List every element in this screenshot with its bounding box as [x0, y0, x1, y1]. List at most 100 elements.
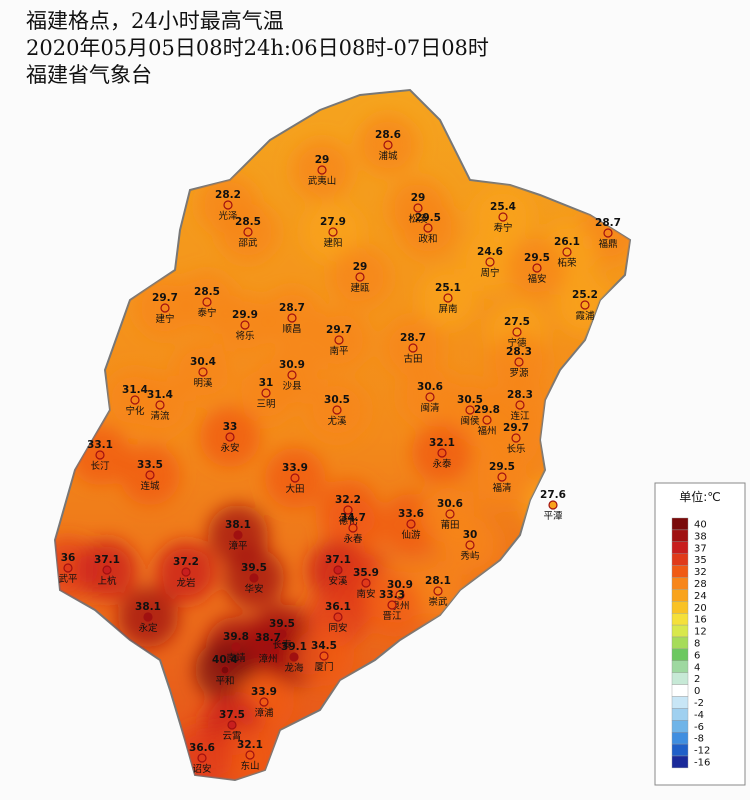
station-name: 漳浦	[254, 707, 274, 719]
station-marker	[580, 300, 590, 310]
station-name: 松溪	[408, 213, 428, 225]
legend-label: 40	[694, 519, 707, 530]
station-value: 31	[259, 377, 274, 389]
station-value: 29.7	[503, 422, 529, 434]
station-value: 28.2	[215, 189, 241, 201]
legend-label: 0	[694, 686, 700, 697]
station-name: 古田	[403, 353, 422, 365]
station-name: 东山	[240, 760, 259, 772]
station-name: 华安	[244, 583, 263, 595]
station-name: 霞浦	[575, 310, 595, 322]
station-value: 29.5	[415, 212, 441, 224]
station-value: 30.6	[417, 381, 443, 393]
station-name: 同安	[328, 622, 347, 634]
station-value: 30.5	[324, 394, 350, 406]
station-value: 28.5	[194, 286, 220, 298]
station-marker	[334, 335, 344, 345]
station-value: 25.4	[490, 201, 516, 213]
legend-label: 35	[694, 555, 707, 566]
station-name: 邵武	[238, 237, 258, 249]
station-marker	[512, 327, 522, 337]
station-value: 38.1	[135, 601, 161, 613]
station-marker	[181, 567, 191, 577]
station-value: 25.2	[572, 289, 598, 301]
station-name: 闽清	[420, 402, 440, 414]
station-value: 37.5	[219, 709, 245, 721]
legend-label: 16	[694, 615, 707, 626]
station-value: 30.4	[190, 356, 216, 368]
legend-label: 12	[694, 627, 707, 638]
station-marker	[515, 400, 525, 410]
legend-label: -16	[694, 757, 710, 768]
legend-box	[654, 482, 746, 786]
station-marker	[443, 293, 453, 303]
station-name: 光泽	[218, 210, 238, 222]
station-marker	[395, 590, 405, 600]
legend-swatch	[671, 541, 689, 554]
legend-label: 32	[694, 567, 707, 578]
station-value: 26.1	[554, 236, 580, 248]
station-name: 连城	[140, 480, 160, 492]
station-marker	[343, 505, 353, 515]
station-name: 莆田	[440, 519, 459, 531]
station-value: 36.6	[189, 742, 215, 754]
station-name: 龙岩	[176, 577, 195, 589]
legend-swatch	[671, 577, 689, 590]
station-value: 33	[223, 421, 238, 433]
station-marker	[437, 448, 447, 458]
stations: 28.6浦城29武夷山28.2光泽28.5邵武27.9建阳29松溪29.5政和2…	[58, 129, 620, 775]
station-marker	[102, 565, 112, 575]
station-marker	[245, 750, 255, 760]
legend: 单位:℃ 4038373532282420161286420-2-4-6-8-1…	[654, 482, 746, 786]
legend-label: -12	[694, 746, 710, 757]
station-value: 28.7	[595, 217, 621, 229]
station-marker	[482, 415, 492, 425]
legend-swatch	[671, 565, 689, 578]
station-name: 建瓯	[350, 282, 370, 294]
station-value: 33.3	[379, 589, 405, 601]
station-value: 27.5	[504, 316, 530, 328]
legend-swatch	[671, 636, 689, 650]
station-marker	[261, 388, 271, 398]
station-name: 屏南	[438, 303, 457, 315]
station-value: 28.3	[507, 389, 533, 401]
station-name: 宁德	[507, 337, 527, 349]
station-value: 38.1	[225, 519, 251, 531]
station-name: 武夷山	[308, 175, 337, 187]
station-marker	[263, 643, 273, 653]
legend-swatch	[671, 613, 689, 626]
station-name: 三明	[256, 399, 275, 410]
station-value: 35.9	[353, 567, 379, 579]
station-marker	[413, 203, 423, 213]
legend-label: 20	[694, 603, 707, 614]
legend-swatch	[671, 660, 689, 673]
station-name: 罗源	[509, 368, 529, 379]
station-value: 40.4	[212, 654, 238, 666]
station-name: 宁化	[125, 405, 145, 417]
station-marker	[317, 165, 327, 175]
station-value: 28.7	[400, 332, 426, 344]
station-value: 29.7	[152, 292, 178, 304]
station-marker	[227, 720, 237, 730]
station-name: 诏安	[192, 763, 211, 775]
station-value: 29	[353, 261, 368, 273]
station-marker	[497, 472, 507, 482]
station-value: 37.1	[325, 554, 351, 566]
legend-label: 4	[694, 662, 700, 673]
station-marker	[355, 272, 365, 282]
legend-swatch	[671, 529, 689, 543]
station-name: 平和	[215, 676, 234, 687]
legend-swatch	[671, 589, 689, 602]
station-name: 安溪	[328, 575, 348, 587]
station-value: 30.6	[437, 498, 463, 510]
station-value: 29.7	[326, 324, 352, 336]
station-marker	[333, 565, 343, 575]
station-name: 崇武	[428, 596, 448, 608]
legend-swatch	[671, 672, 689, 685]
station-value: 34.5	[311, 640, 337, 652]
station-marker	[130, 395, 140, 405]
station-marker	[445, 509, 455, 519]
station-value: 28.3	[506, 346, 532, 358]
station-value: 27.9	[320, 216, 346, 228]
